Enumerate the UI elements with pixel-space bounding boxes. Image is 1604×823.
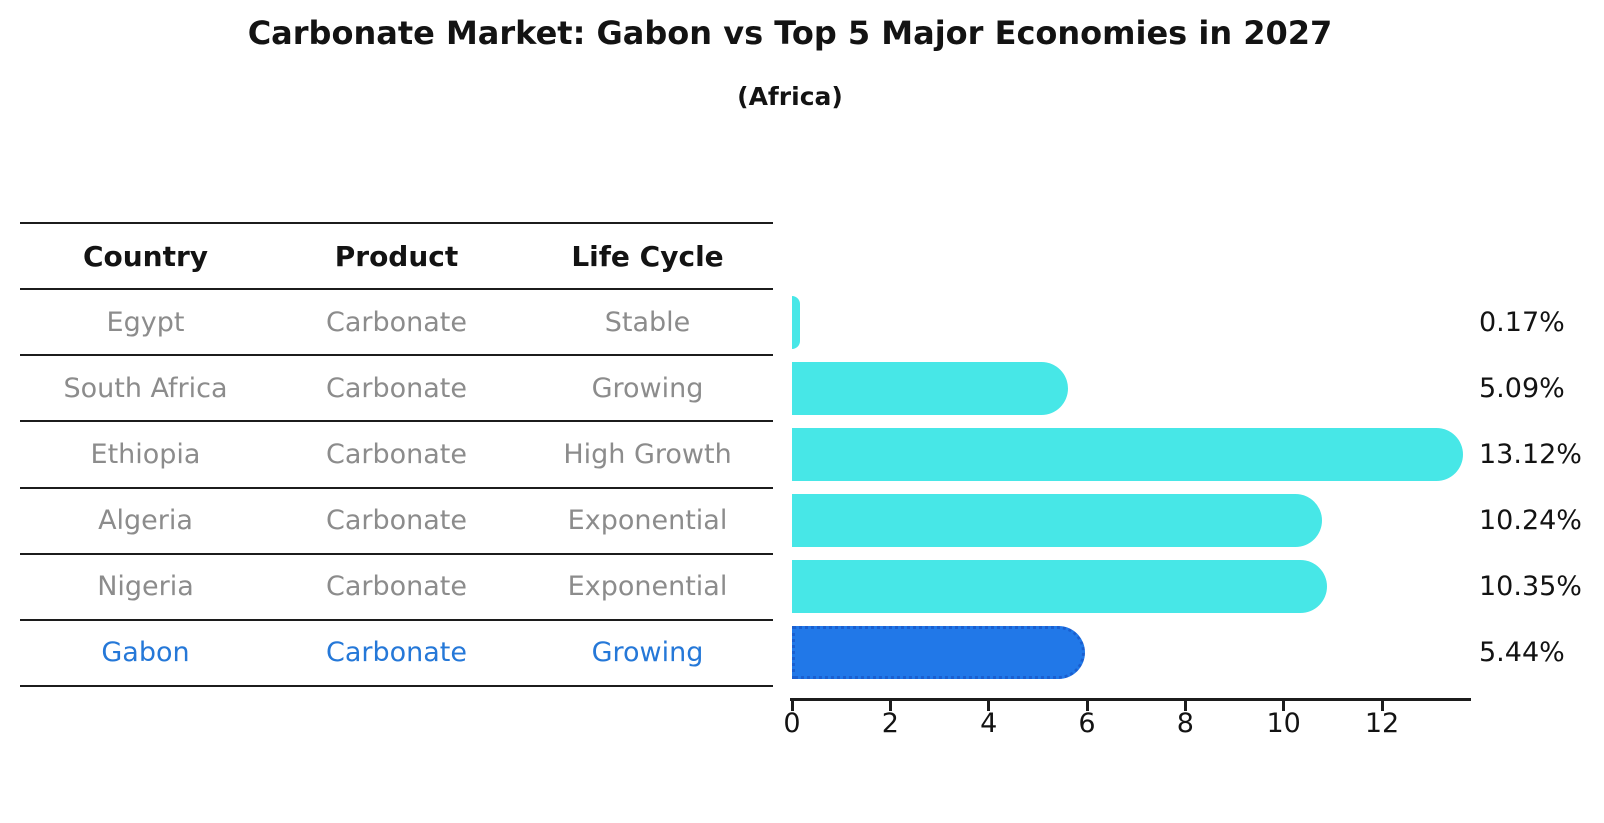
x-tick-label: 2 <box>881 708 899 739</box>
cell-country: Ethiopia <box>90 438 201 470</box>
x-tick-label: 10 <box>1266 708 1301 739</box>
x-tick-label: 12 <box>1364 708 1400 739</box>
cell-lifecycle: High Growth <box>563 438 732 470</box>
cell-lifecycle: Growing <box>591 637 704 669</box>
table-row: Egypt Carbonate Stable <box>20 290 773 357</box>
value-label: 10.24% <box>1479 505 1582 537</box>
bar <box>792 295 801 349</box>
table-header-country: Country <box>82 239 209 273</box>
x-tick-mark <box>1282 701 1286 711</box>
table-header-lifecycle: Life Cycle <box>571 239 724 273</box>
cell-country: Algeria <box>98 505 193 537</box>
cell-lifecycle: Stable <box>604 306 691 338</box>
x-tick-label: 6 <box>1078 708 1096 739</box>
bar-highlight <box>792 626 1086 680</box>
value-label: 0.17% <box>1479 306 1565 338</box>
x-tick-mark <box>1380 701 1384 711</box>
cell-product: Carbonate <box>325 372 467 404</box>
x-tick-label: 4 <box>980 708 998 739</box>
cell-country: Egypt <box>106 306 185 338</box>
table-row: South Africa Carbonate Growing <box>20 356 773 423</box>
value-label: 13.12% <box>1479 438 1582 470</box>
value-label: 10.35% <box>1479 571 1582 603</box>
cell-product: Carbonate <box>325 306 467 338</box>
cell-country: Nigeria <box>97 571 194 603</box>
bar <box>792 361 1069 415</box>
table-header-row: Country Product Life Cycle <box>20 224 773 290</box>
cell-product: Carbonate <box>325 571 467 603</box>
cell-product: Carbonate <box>325 637 467 669</box>
comparison-table: Country Product Life Cycle Egypt Carbona… <box>20 222 773 688</box>
x-axis-line <box>790 698 1471 701</box>
bar <box>792 494 1322 548</box>
table-header-product: Product <box>334 239 459 273</box>
bar-row <box>792 554 1482 620</box>
cell-country: Gabon <box>101 637 190 669</box>
x-tick-mark <box>888 701 892 711</box>
x-tick-label: 0 <box>783 708 801 739</box>
chart-subtitle: (Africa) <box>737 82 843 111</box>
table-row: Nigeria Carbonate Exponential <box>20 555 773 621</box>
chart-title: Carbonate Market: Gabon vs Top 5 Major E… <box>247 14 1333 52</box>
value-label: 5.44% <box>1479 637 1565 669</box>
bar-area <box>792 289 1482 686</box>
x-tick-mark <box>790 701 794 711</box>
bar-row <box>792 355 1482 421</box>
cell-lifecycle: Exponential <box>567 571 728 603</box>
x-tick-mark <box>1183 701 1187 711</box>
x-tick-mark <box>1085 701 1089 711</box>
bar <box>792 560 1327 614</box>
cell-country: South Africa <box>63 372 228 404</box>
bar-row <box>792 289 1482 355</box>
table-row: Ethiopia Carbonate High Growth <box>20 422 773 489</box>
cell-product: Carbonate <box>325 438 467 470</box>
table-row: Gabon Carbonate Growing <box>20 621 773 688</box>
cell-lifecycle: Exponential <box>567 505 728 537</box>
table-body: Egypt Carbonate Stable South Africa Carb… <box>20 290 773 688</box>
bar-row <box>792 488 1482 554</box>
cell-product: Carbonate <box>325 505 467 537</box>
value-label: 5.09% <box>1479 372 1565 404</box>
bar-row <box>792 620 1482 686</box>
bar-row <box>792 421 1482 487</box>
x-tick-mark <box>987 701 991 711</box>
value-label-column: 0.17% 5.09% 13.12% 10.24% 10.35% 5.44% <box>1479 289 1604 686</box>
table-row: Algeria Carbonate Exponential <box>20 489 773 555</box>
cell-lifecycle: Growing <box>591 372 704 404</box>
x-tick-label: 8 <box>1176 708 1194 739</box>
bar <box>792 427 1464 481</box>
